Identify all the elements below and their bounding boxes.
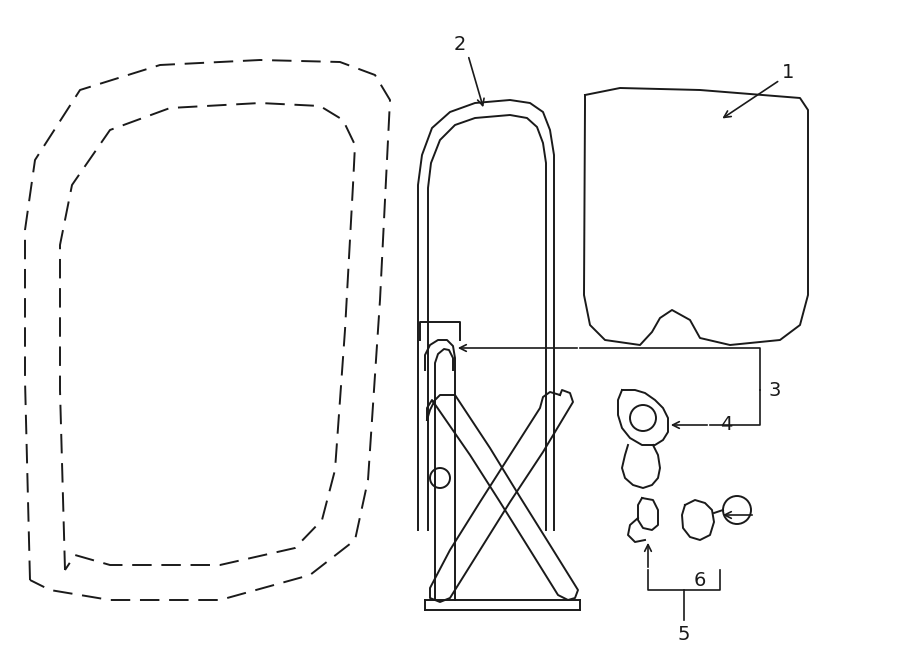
- Text: 1: 1: [782, 63, 794, 81]
- Text: 6: 6: [694, 570, 706, 590]
- Text: 4: 4: [720, 416, 733, 434]
- Text: 2: 2: [454, 36, 466, 54]
- Text: 5: 5: [678, 625, 690, 644]
- Text: 3: 3: [769, 381, 781, 399]
